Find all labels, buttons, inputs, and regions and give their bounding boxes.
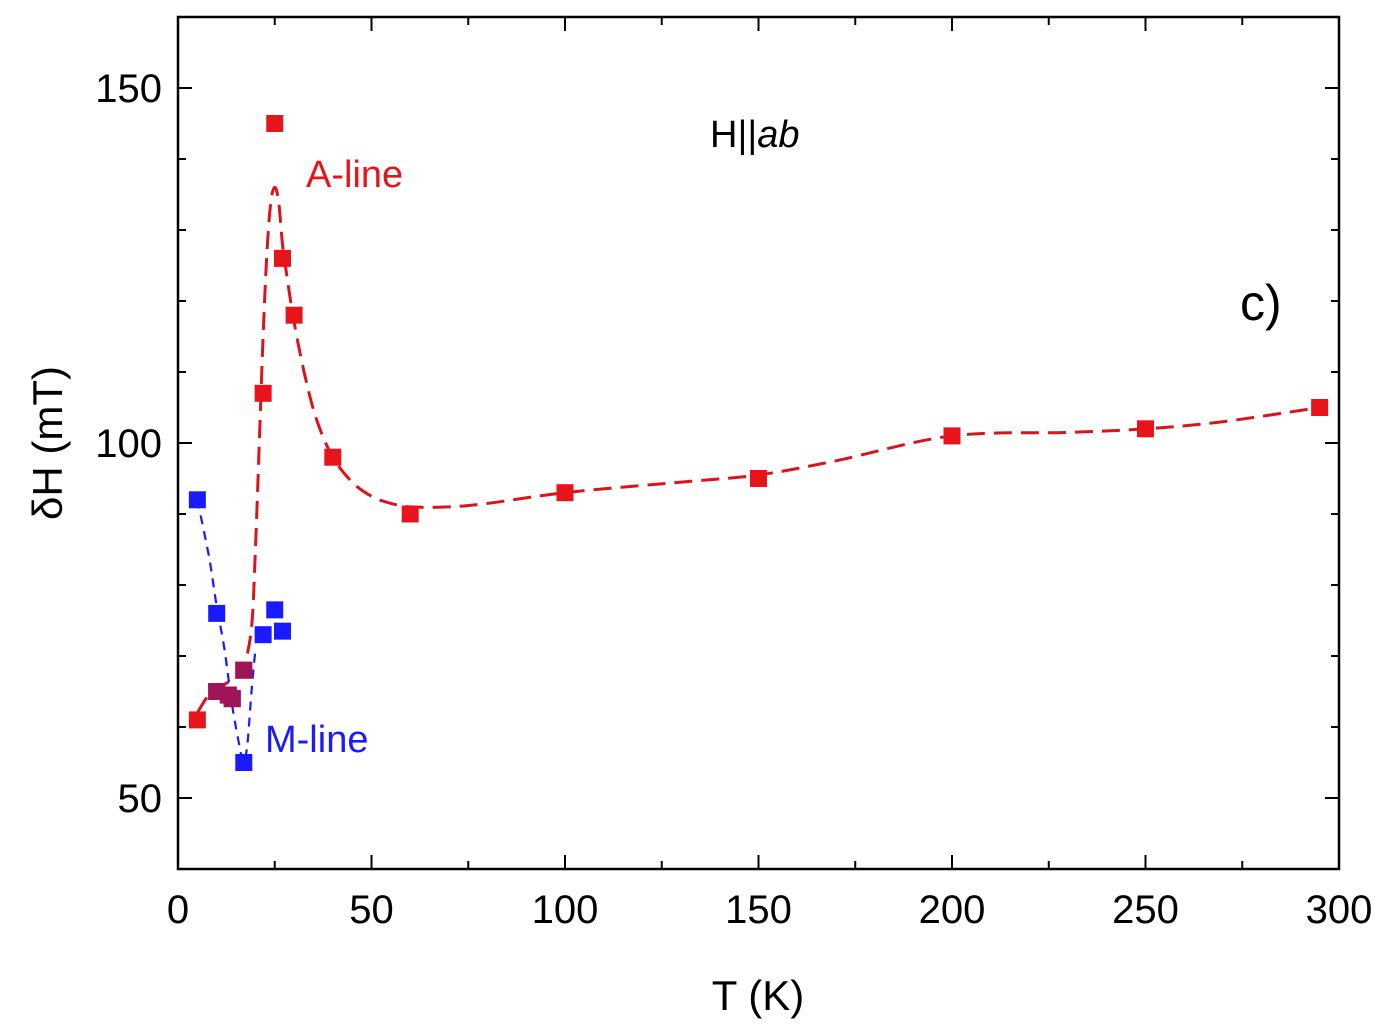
a-line-point bbox=[254, 384, 272, 402]
tick-labels: 0 50 100 150 200 250 300 50 100 150 bbox=[95, 67, 1372, 932]
axis-ticks bbox=[177, 17, 1340, 869]
y-axis-title: δH (mT) bbox=[24, 366, 71, 520]
m-line-point bbox=[254, 626, 272, 644]
x-tick-label: 250 bbox=[1112, 888, 1179, 932]
a-line-point bbox=[285, 306, 303, 324]
m-line-point bbox=[273, 622, 291, 640]
x-tick-label: 50 bbox=[349, 888, 394, 932]
a-line-point bbox=[401, 505, 419, 523]
overlap-point bbox=[235, 661, 253, 679]
y-tick-label: 150 bbox=[95, 67, 162, 111]
a-line-fit-curve bbox=[196, 185, 1320, 714]
m-line-fit-curve bbox=[196, 499, 257, 764]
a-line-point bbox=[273, 249, 291, 267]
m-line-annotation: M-line bbox=[265, 719, 368, 761]
x-axis-title: T (K) bbox=[712, 972, 805, 1019]
panel-label: c) bbox=[1240, 275, 1282, 331]
field-orientation-prefix: H|| bbox=[710, 114, 757, 156]
a-line-point bbox=[556, 484, 574, 502]
field-orientation-annotation: H||ab bbox=[710, 114, 799, 156]
x-tick-label: 200 bbox=[919, 888, 986, 932]
y-tick-label: 100 bbox=[95, 422, 162, 466]
m-line-point bbox=[235, 754, 253, 771]
data-markers bbox=[188, 115, 1329, 771]
overlap-point bbox=[223, 690, 241, 708]
a-line-point bbox=[1137, 420, 1154, 438]
a-line-point bbox=[266, 115, 284, 132]
a-line-point bbox=[1311, 399, 1329, 416]
a-line-point bbox=[324, 448, 342, 466]
fit-curves bbox=[196, 185, 1320, 764]
a-line-annotation: A-line bbox=[306, 154, 403, 196]
x-tick-label: 100 bbox=[532, 888, 599, 932]
m-line-point bbox=[208, 604, 226, 622]
y-tick-label: 50 bbox=[118, 777, 163, 821]
field-orientation-plane: ab bbox=[757, 114, 799, 156]
a-line-point bbox=[188, 711, 206, 729]
m-line-point bbox=[266, 601, 284, 619]
a-line-point bbox=[943, 427, 961, 445]
x-tick-label: 300 bbox=[1306, 888, 1373, 932]
x-tick-label: 0 bbox=[167, 888, 189, 932]
a-line-point bbox=[750, 470, 767, 487]
x-tick-label: 150 bbox=[725, 888, 792, 932]
m-line-point bbox=[188, 491, 206, 509]
